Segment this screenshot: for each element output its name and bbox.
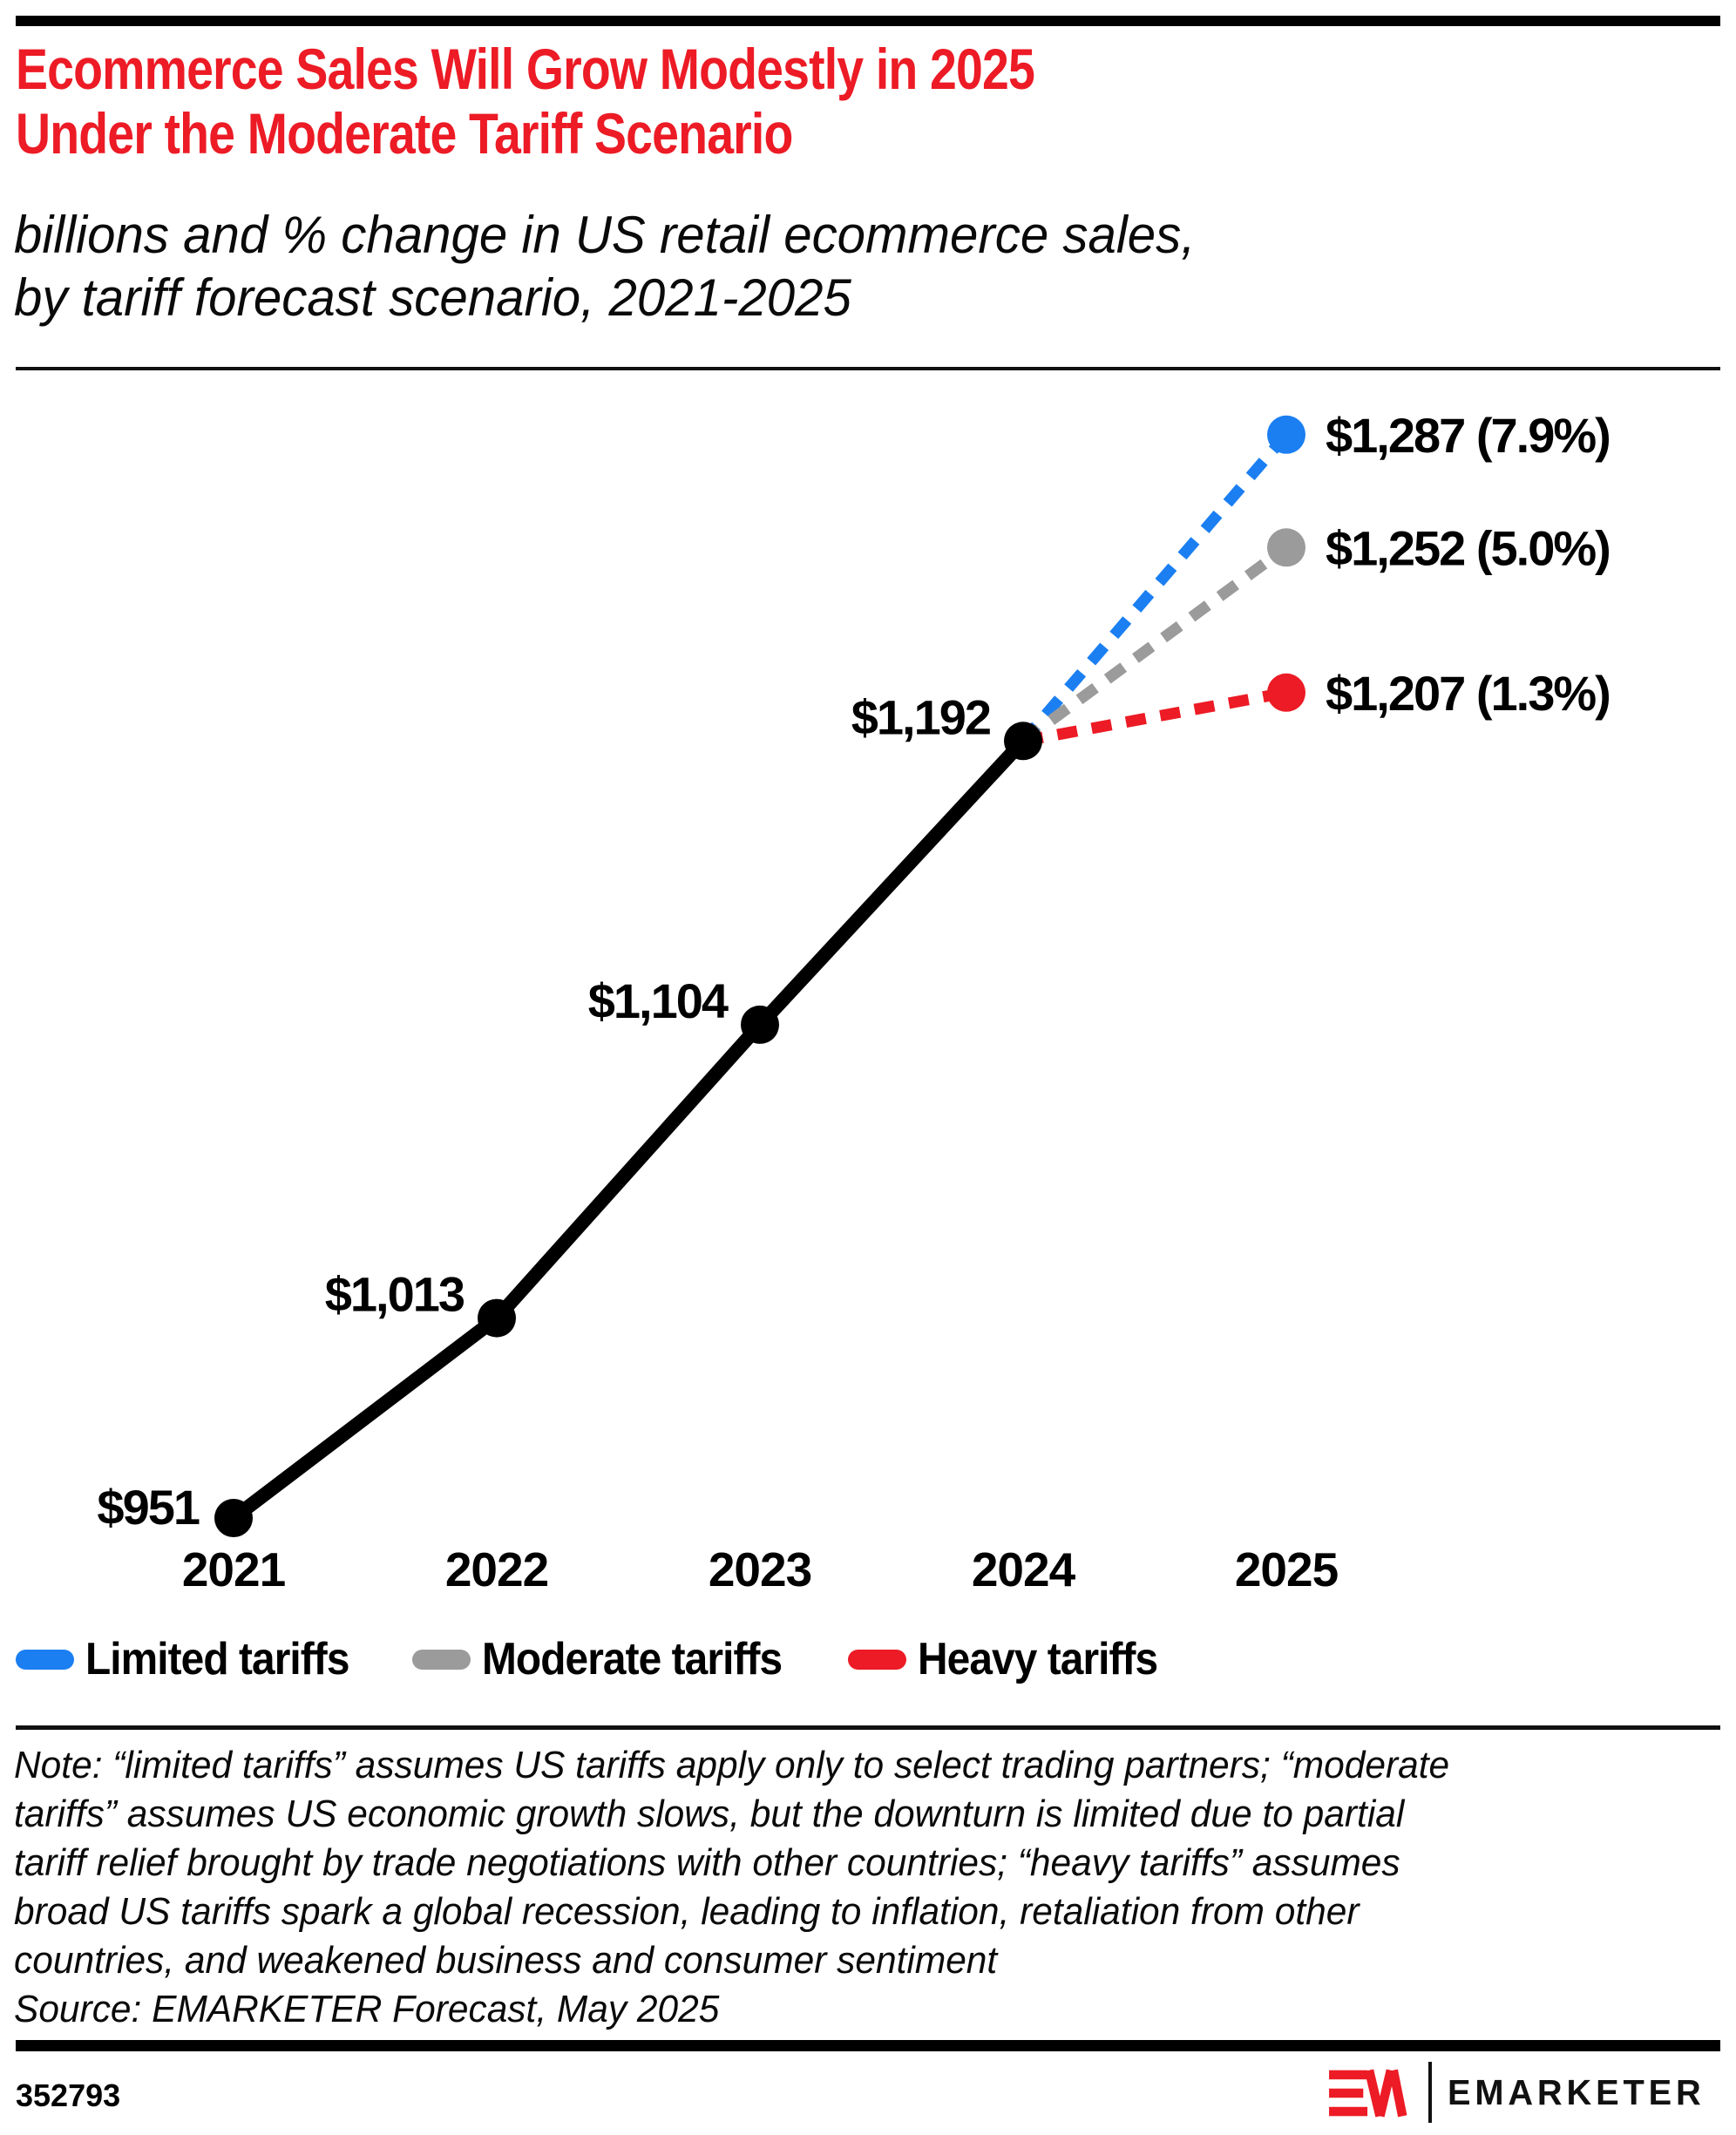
page-title: Ecommerce Sales Will Grow Modestly in 20…	[16, 37, 1436, 166]
subtitle-line-2: by tariff forecast scenario, 2021-2025	[14, 268, 851, 327]
note-line: broad US tariffs spark a global recessio…	[14, 1890, 1360, 1933]
axis-label-2025: 2025	[1235, 1542, 1339, 1596]
brand-logo: EMARKETER	[1327, 2062, 1713, 2123]
emarketer-monogram-icon	[1329, 2068, 1407, 2118]
forecast-point-heavy-tariffs	[1267, 673, 1305, 712]
source-line: Source: EMARKETER Forecast, May 2025	[14, 1988, 720, 2030]
moderate-tariffs-swatch-icon	[411, 1649, 471, 1670]
line-chart: $951 $1,013 $1,104 $1,192 $1,287 (7.9%) $1,25…	[97, 408, 1611, 1596]
title-line-1: Ecommerce Sales Will Grow Modestly in 20…	[16, 37, 1035, 101]
title-line-2: Under the Moderate Tariff Scenario	[16, 101, 793, 166]
data-point-2023	[741, 1005, 779, 1044]
historical-line	[227, 734, 1030, 1525]
header-divider	[16, 367, 1720, 370]
axis-label-2024: 2024	[972, 1542, 1076, 1596]
data-label-2022: $1,013	[325, 1267, 465, 1322]
note-line: tariff relief brought by trade negotiati…	[14, 1841, 1400, 1884]
heavy-tariffs-swatch-icon	[847, 1649, 906, 1670]
data-point-2024	[1004, 722, 1042, 761]
data-label-2021: $951	[97, 1480, 199, 1535]
legend-item-limited-tariffs: Limited tariffs	[16, 1633, 372, 1685]
footer-accent-bar	[16, 2040, 1720, 2051]
subtitle-line-1: billions and % change in US retail ecomm…	[14, 206, 1196, 264]
page-subtitle: billions and % change in US retail ecomm…	[14, 204, 1654, 329]
brand-wordmark: EMARKETER	[1448, 2071, 1705, 2112]
forecast-point-moderate-tariffs	[1267, 528, 1305, 567]
note-line: countries, and weakened business and con…	[14, 1939, 998, 1982]
note-line: tariffs” assumes US economic growth slow…	[14, 1793, 1405, 1835]
legend-label: Limited tariffs	[85, 1634, 349, 1684]
legend-item-heavy-tariffs: Heavy tariffs	[847, 1633, 1178, 1685]
forecast-label-moderate-tariffs: $1,252 (5.0%)	[1326, 520, 1610, 575]
data-label-2024: $1,192	[851, 689, 990, 744]
legend-label: Heavy tariffs	[917, 1634, 1158, 1684]
data-point-2022	[478, 1298, 516, 1338]
forecast-label-limited-tariffs: $1,287 (7.9%)	[1326, 408, 1610, 463]
forecast-point-limited-tariffs	[1267, 415, 1305, 454]
data-label-2023: $1,104	[588, 973, 729, 1028]
limited-tariffs-swatch-icon	[16, 1649, 74, 1670]
axis-label-2022: 2022	[445, 1542, 548, 1596]
data-point-2021	[214, 1499, 253, 1537]
axis-label-2023: 2023	[709, 1542, 811, 1596]
chart-id-label: 352793	[16, 2077, 121, 2113]
note-line: Note: “limited tariffs” assumes US tarif…	[14, 1744, 1450, 1786]
legend-item-moderate-tariffs: Moderate tariffs	[411, 1633, 808, 1685]
logo-divider	[1428, 2062, 1433, 2123]
axis-label-2021: 2021	[182, 1542, 286, 1596]
top-accent-bar	[16, 16, 1720, 26]
forecast-label-heavy-tariffs: $1,207 (1.3%)	[1326, 666, 1610, 721]
note-divider	[16, 1725, 1720, 1730]
chart-legend: Limited tariffs Moderate tariffs Heavy t…	[16, 1633, 1178, 1685]
forecast-line-moderate-tariffs	[1020, 543, 1290, 746]
forecast-line-heavy-tariffs	[1021, 687, 1288, 747]
note-block: Note: “limited tariffs” assumes US tarif…	[14, 1741, 1662, 2034]
legend-label: Moderate tariffs	[481, 1634, 783, 1684]
